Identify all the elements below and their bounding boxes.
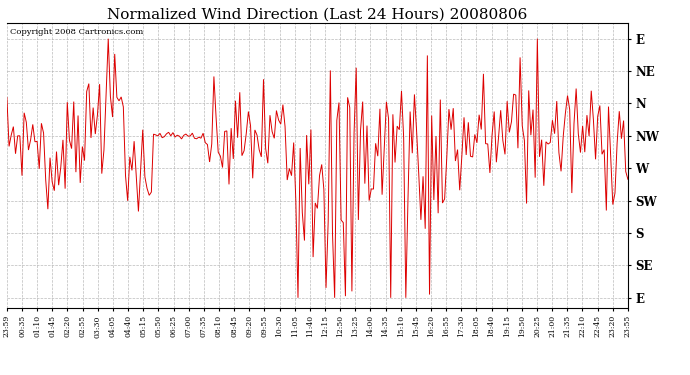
Text: Copyright 2008 Cartronics.com: Copyright 2008 Cartronics.com (10, 28, 144, 36)
Text: Normalized Wind Direction (Last 24 Hours) 20080806: Normalized Wind Direction (Last 24 Hours… (107, 8, 528, 21)
